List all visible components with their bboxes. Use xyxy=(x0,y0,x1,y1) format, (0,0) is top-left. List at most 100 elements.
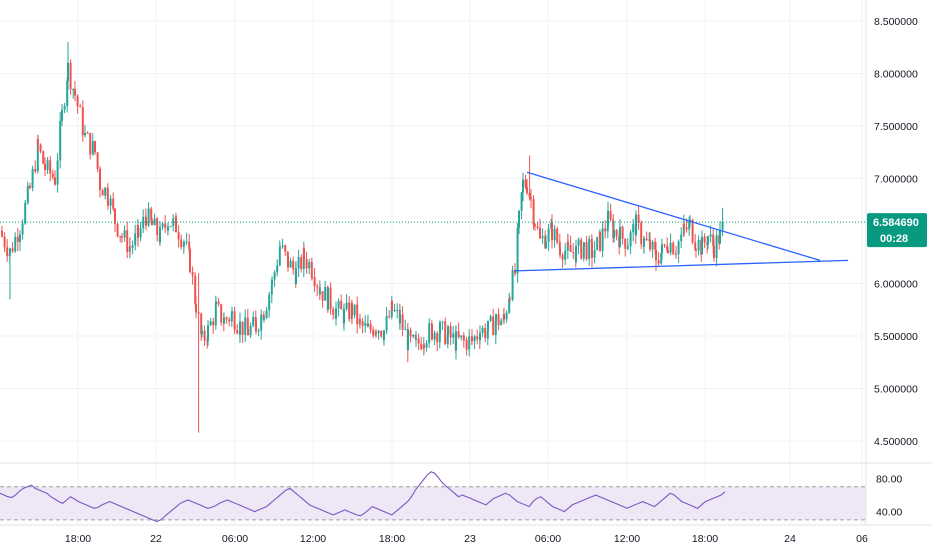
candle-body[interactable] xyxy=(104,187,107,196)
candle-body[interactable] xyxy=(345,302,348,310)
candle-body[interactable] xyxy=(409,330,412,337)
candle-body[interactable] xyxy=(61,109,63,121)
candle-body[interactable] xyxy=(175,216,177,233)
candle-body[interactable] xyxy=(51,173,54,178)
candle-body[interactable] xyxy=(539,227,541,239)
candle-body[interactable] xyxy=(21,223,24,235)
candle-body[interactable] xyxy=(377,330,380,334)
candle-body[interactable] xyxy=(438,334,441,343)
candle-body[interactable] xyxy=(559,248,561,256)
candle-body[interactable] xyxy=(313,277,316,287)
candle-body[interactable] xyxy=(214,304,217,326)
candle-body[interactable] xyxy=(667,250,669,253)
candle-body[interactable] xyxy=(492,316,495,336)
candles[interactable] xyxy=(0,42,866,433)
candle-body[interactable] xyxy=(67,62,69,82)
candle-body[interactable] xyxy=(375,331,377,334)
candle-body[interactable] xyxy=(185,241,188,243)
candle-body[interactable] xyxy=(139,228,142,238)
candle-body[interactable] xyxy=(420,343,423,350)
candle-body[interactable] xyxy=(663,244,666,246)
candle-body[interactable] xyxy=(351,303,353,316)
candle-body[interactable] xyxy=(311,276,313,278)
candle-body[interactable] xyxy=(380,330,383,337)
candle-body[interactable] xyxy=(305,259,308,269)
candle-body[interactable] xyxy=(441,321,444,323)
candle-body[interactable] xyxy=(383,330,385,340)
candle-body[interactable] xyxy=(518,210,520,228)
candle-body[interactable] xyxy=(516,227,519,274)
candle-body[interactable] xyxy=(604,228,607,232)
candle-body[interactable] xyxy=(500,320,503,326)
candle-body[interactable] xyxy=(197,312,200,314)
candle-body[interactable] xyxy=(81,107,84,136)
candle-body[interactable] xyxy=(522,179,524,193)
candle-body[interactable] xyxy=(337,301,340,309)
candle-body[interactable] xyxy=(247,328,249,336)
candle-body[interactable] xyxy=(707,236,709,245)
candle-body[interactable] xyxy=(511,269,514,300)
candle-body[interactable] xyxy=(701,236,703,255)
candle-body[interactable] xyxy=(661,244,663,254)
candle-body[interactable] xyxy=(228,319,231,322)
candle-body[interactable] xyxy=(36,139,39,172)
rsi-line[interactable] xyxy=(0,471,726,523)
candle-body[interactable] xyxy=(180,239,183,247)
candle-body[interactable] xyxy=(657,260,660,264)
candle-body[interactable] xyxy=(463,339,465,341)
candle-body[interactable] xyxy=(29,185,31,188)
candle-body[interactable] xyxy=(89,132,92,155)
candle-body[interactable] xyxy=(391,300,393,311)
candle-body[interactable] xyxy=(340,301,343,310)
candle-body[interactable] xyxy=(503,314,505,320)
candle-body[interactable] xyxy=(191,272,194,276)
candle-body[interactable] xyxy=(42,151,45,164)
candle-body[interactable] xyxy=(407,330,409,351)
candle-body[interactable] xyxy=(134,233,137,246)
candle-body[interactable] xyxy=(177,232,180,240)
candle-body[interactable] xyxy=(233,311,236,330)
candle-body[interactable] xyxy=(107,203,109,206)
candle-body[interactable] xyxy=(343,309,345,324)
candle-body[interactable] xyxy=(672,242,675,254)
trendlines[interactable] xyxy=(514,171,849,272)
candle-body[interactable] xyxy=(637,214,640,223)
candle-body[interactable] xyxy=(44,163,46,171)
candle-body[interactable] xyxy=(167,226,169,231)
candle-body[interactable] xyxy=(530,197,532,200)
candle-body[interactable] xyxy=(212,321,215,326)
candle-body[interactable] xyxy=(433,333,436,340)
candle-body[interactable] xyxy=(645,238,648,241)
candle-body[interactable] xyxy=(257,330,260,332)
candle-body[interactable] xyxy=(444,321,447,345)
candle-body[interactable] xyxy=(572,251,575,253)
candle-body[interactable] xyxy=(164,223,167,228)
candle-body[interactable] xyxy=(356,304,359,325)
candle-body[interactable] xyxy=(254,316,257,322)
candle-body[interactable] xyxy=(74,89,76,96)
candle-body[interactable] xyxy=(327,287,329,311)
candle-body[interactable] xyxy=(393,309,396,311)
candle-body[interactable] xyxy=(268,294,271,311)
candle-body[interactable] xyxy=(66,81,69,107)
candle-body[interactable] xyxy=(685,227,688,230)
candle-body[interactable] xyxy=(106,187,109,204)
candle-body[interactable] xyxy=(287,256,289,268)
candle-body[interactable] xyxy=(431,324,433,340)
candle-body[interactable] xyxy=(72,89,75,91)
candle-body[interactable] xyxy=(231,311,233,314)
candle-body[interactable] xyxy=(295,268,297,284)
candle-body[interactable] xyxy=(265,310,268,318)
candle-body[interactable] xyxy=(332,308,335,315)
candle-body[interactable] xyxy=(39,144,42,152)
candle-body[interactable] xyxy=(220,304,223,323)
candle-body[interactable] xyxy=(319,291,321,295)
candle-body[interactable] xyxy=(481,327,484,333)
candle-body[interactable] xyxy=(59,120,62,161)
candle-body[interactable] xyxy=(217,301,220,305)
candle-body[interactable] xyxy=(84,132,86,136)
candle-body[interactable] xyxy=(281,245,284,247)
candle-body[interactable] xyxy=(607,210,609,227)
